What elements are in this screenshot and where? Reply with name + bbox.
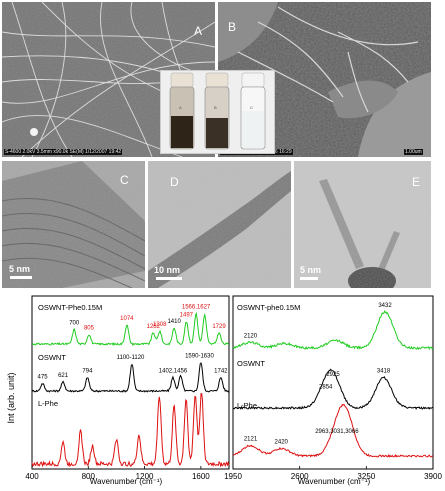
peak-annotation: 1497 [180,313,194,319]
peak-annotation: 3432 [378,303,392,309]
y-axis-label: Int (arb. unit) [6,372,16,423]
peak-annotation: 2963,3031,3066 [315,429,359,435]
peak-annotation: 700 [69,321,80,327]
tem-image-c: C 5 nm [2,161,145,288]
peak-annotation: 2120 [244,333,258,339]
tem-image-e: E 5 nm [294,161,431,288]
x-tick-label: 400 [25,472,39,481]
panel-letter-e: E [412,175,421,189]
chart-left: 400 800 1200 1600 OSWNT-Phe0.15M 700 1410 805 10… [25,295,230,481]
peak-annotation: 1410 [167,319,181,325]
peak-annotation: 621 [58,373,69,379]
vials-drawing: A B C [161,71,274,153]
peak-annotation: 794 [82,369,93,375]
peak-annotation: 1402,1456 [159,369,188,375]
series-line [232,368,434,411]
spectra-charts: Int (arb. unit) Wavenumber (cm⁻¹) Wavenu… [6,295,442,486]
x-tick-label: 3250 [357,472,375,481]
sem-info-a: S-4600 2.0kV 3.5mm x90.0k SE(M) 1/12/200… [4,149,123,155]
peak-annotation: 1729 [212,324,226,330]
peak-annotation: 1074 [120,316,134,322]
peak-annotation: 1590-1630 [185,354,214,360]
peak-annotation: 475 [38,375,49,381]
series-label: OSWNT-phe0.15M [237,303,300,312]
panel-letter-c: C [120,173,129,187]
peak-annotation: 1262 [147,324,161,330]
plot-frame [232,295,434,470]
tem-c-texture [2,161,145,288]
series-label: L-Phe [38,399,58,408]
chart-right: 1950 2600 3250 3900 OSWNT-phe0.15M 2120 3432 OS… [224,295,442,481]
peak-annotation: 1308 [153,322,167,328]
series-line [31,311,230,347]
vials-photo: A B C [160,70,275,154]
series-label: L-Phe [237,401,257,410]
scale-e: 5 nm [300,265,322,275]
panel-letter-d: D [170,175,179,189]
series-line [31,393,230,468]
panel-letter-a: A [194,24,203,38]
plot-frame [31,295,230,470]
peak-annotation: 2854 [319,385,333,391]
series-line [232,310,434,351]
tem-e-texture [294,161,431,288]
peak-annotation: 805 [84,325,95,331]
scale-b: 1.00um [404,149,423,155]
series-label: OSWNT [237,359,265,368]
series-label: OSWNT [38,353,66,362]
peak-annotation: 2420 [275,440,289,446]
vial-label-c: C [250,105,253,110]
x-tick-label: 2600 [291,472,309,481]
tem-image-d: D 10 nm [148,161,291,288]
vial-label-a: A [179,105,182,110]
peak-annotation: 2121 [244,437,258,443]
x-tick-label: 1600 [192,472,210,481]
peak-annotation: 1742 [214,369,228,375]
scale-d: 10 nm [154,265,181,275]
series-line [232,403,434,458]
x-axis-label-left: Wavenumber (cm⁻¹) [90,477,163,486]
x-tick-label: 3900 [424,472,442,481]
x-tick-label: 800 [82,472,96,481]
scale-c: 5 nm [9,264,31,274]
peak-annotation: 1566,1627 [182,305,211,311]
x-tick-label: 1200 [136,472,154,481]
peak-annotation: 3418 [377,369,391,375]
series-line [31,362,230,393]
peak-annotation: 2925 [326,372,340,378]
peak-annotation: 1100-1120 [117,355,145,361]
series-label: OSWNT-Phe0.15M [38,303,102,312]
x-tick-label: 1950 [224,472,242,481]
vial-label-b: B [214,105,217,110]
x-axis-label-right: Wavenumber (cm⁻¹) [298,477,371,486]
panel-letter-b: B [228,20,237,34]
tem-d-texture [148,161,291,288]
